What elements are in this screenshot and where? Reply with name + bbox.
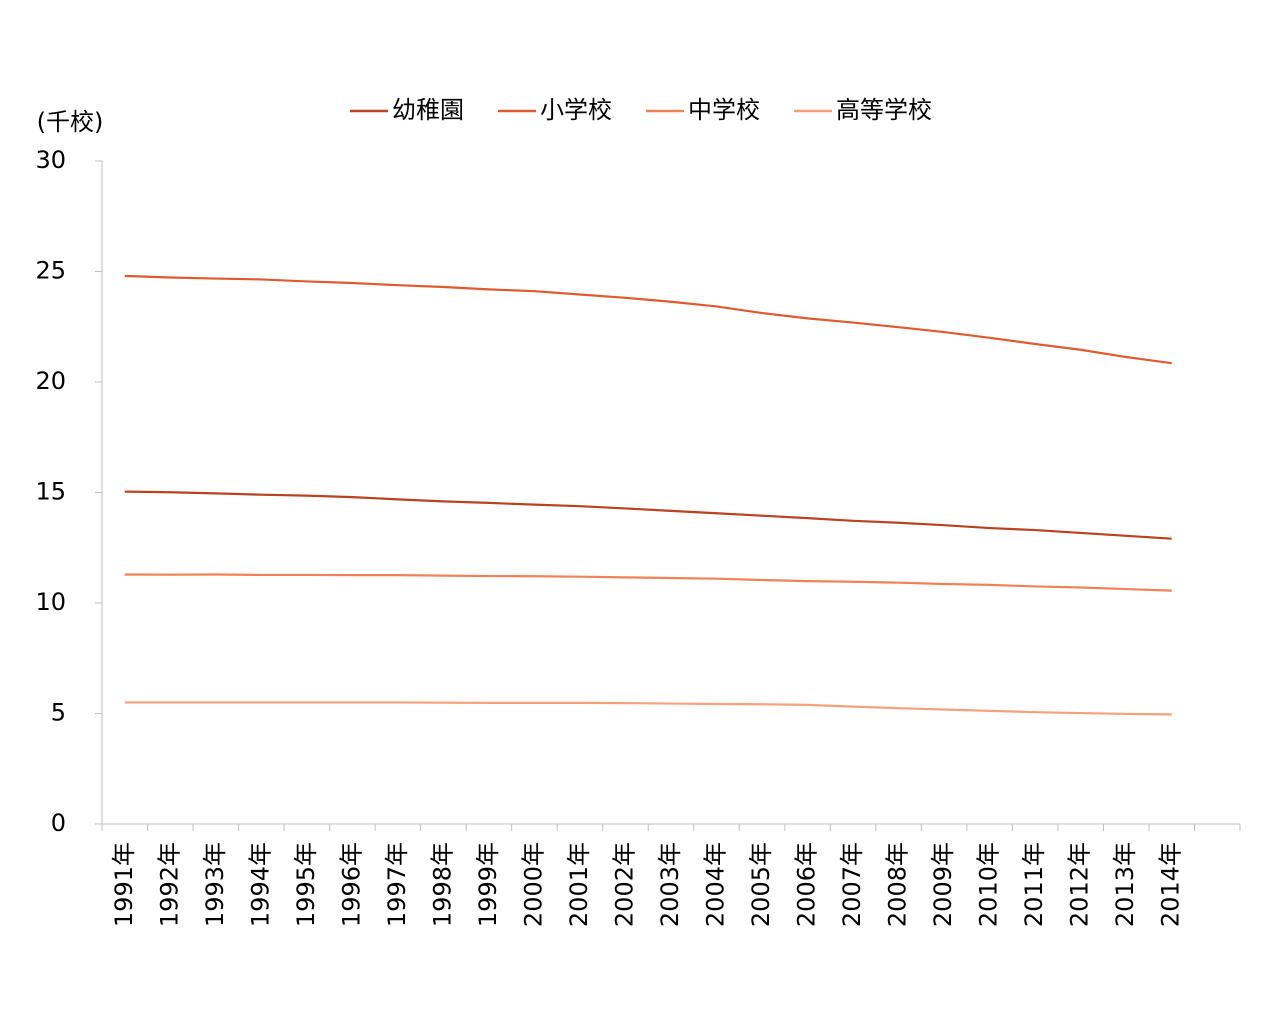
x-tick-label: 2010年 bbox=[975, 842, 1003, 927]
x-tick-label: 2013年 bbox=[1111, 842, 1139, 927]
series-line bbox=[124, 490, 1172, 540]
x-tick-label: 2003年 bbox=[656, 842, 684, 927]
y-tick-label: 10 bbox=[35, 588, 66, 616]
legend-label: 小学校 bbox=[540, 96, 612, 124]
y-axis-label: (千校) bbox=[37, 108, 104, 136]
y-tick-label: 20 bbox=[35, 367, 66, 395]
x-tick-label: 2009年 bbox=[929, 842, 957, 927]
x-tick-label: 2001年 bbox=[565, 842, 593, 927]
legend-label: 幼稚園 bbox=[392, 96, 464, 124]
legend-label: 中学校 bbox=[688, 96, 760, 124]
y-tick-label: 25 bbox=[35, 257, 66, 285]
x-tick-label: 1999年 bbox=[474, 842, 502, 927]
x-tick-label: 2011年 bbox=[1020, 842, 1048, 927]
y-tick-label: 0 bbox=[51, 809, 66, 837]
x-tick-label: 1997年 bbox=[383, 842, 411, 927]
x-tick-label: 2005年 bbox=[747, 842, 775, 927]
x-tick-label: 1992年 bbox=[155, 842, 183, 927]
x-tick-label: 2002年 bbox=[610, 842, 638, 927]
x-tick-label: 1998年 bbox=[428, 842, 456, 927]
y-tick-label: 15 bbox=[35, 478, 66, 506]
x-tick-label: 2000年 bbox=[519, 842, 547, 927]
x-tick-label: 1995年 bbox=[292, 842, 320, 927]
series-line bbox=[124, 701, 1172, 716]
x-tick-label: 2006年 bbox=[793, 842, 821, 927]
x-tick-label: 1996年 bbox=[337, 842, 365, 927]
x-tick-label: 2014年 bbox=[1157, 842, 1185, 927]
x-tick-label: 2004年 bbox=[702, 842, 730, 927]
x-tick-label: 1991年 bbox=[110, 842, 138, 927]
legend-label: 高等学校 bbox=[836, 96, 932, 124]
series-line bbox=[124, 274, 1172, 365]
x-tick-label: 1993年 bbox=[201, 842, 229, 927]
series-line bbox=[124, 573, 1172, 592]
y-tick-label: 30 bbox=[35, 146, 66, 174]
y-tick-label: 5 bbox=[51, 699, 66, 727]
x-tick-label: 2007年 bbox=[838, 842, 866, 927]
x-tick-label: 1994年 bbox=[246, 842, 274, 927]
x-tick-label: 2012年 bbox=[1066, 842, 1094, 927]
x-tick-label: 2008年 bbox=[884, 842, 912, 927]
